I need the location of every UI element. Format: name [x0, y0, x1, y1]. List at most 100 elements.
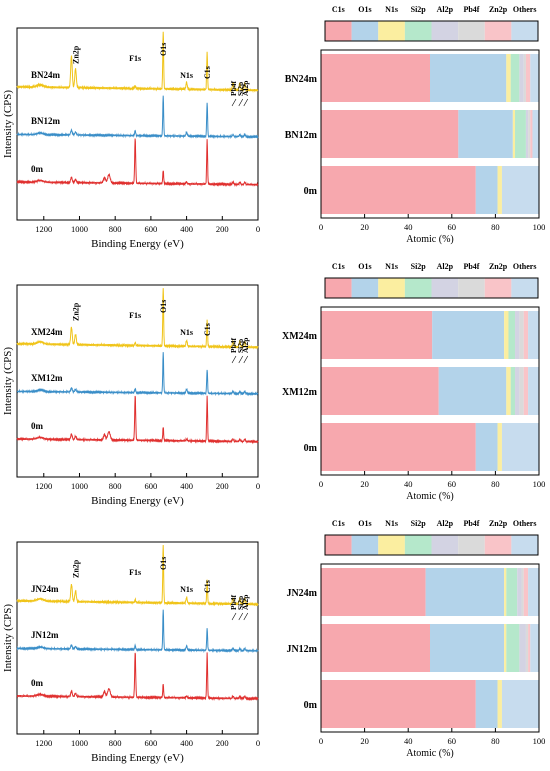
- legend-swatch: [484, 21, 512, 41]
- legend-swatch: [325, 21, 352, 41]
- peak-leader: [231, 355, 237, 364]
- x-tick-label: 600: [145, 481, 158, 491]
- bar-segment: [497, 680, 502, 728]
- bar-segment: [515, 367, 520, 415]
- series-label: JN12m: [31, 630, 59, 640]
- legend-swatch: [378, 278, 405, 298]
- legend-label: Zn2p: [489, 5, 508, 14]
- peak-label: Zn2p: [72, 302, 81, 321]
- x-tick-label: 1000: [71, 224, 88, 234]
- legend-label: Al2p: [437, 262, 454, 271]
- x-tick-label: 60: [448, 222, 457, 232]
- peak-label: Zn2p: [72, 45, 81, 64]
- peak-label: Pb4f: [229, 337, 238, 353]
- x-tick-label: 80: [491, 222, 500, 232]
- bar-segment: [523, 311, 529, 359]
- series-label: JN24m: [31, 584, 59, 594]
- composition-panel: C1s O1s N1s Si2p Al2p Pb4f Zn2p Others BN24m BN12…: [285, 5, 546, 245]
- peak-leader: [243, 355, 249, 364]
- legend-label: C1s: [332, 5, 345, 14]
- legend-swatch: [484, 535, 512, 555]
- spectrum-line: [16, 609, 259, 654]
- peak-leader: [243, 612, 249, 621]
- bar-segment: [504, 568, 507, 616]
- bar-segment: [521, 568, 524, 616]
- bar-segment: [430, 54, 507, 102]
- bar-segment: [519, 311, 524, 359]
- peak-leader: [231, 98, 237, 107]
- bar-segment: [458, 110, 513, 158]
- bar-segment: [510, 54, 520, 102]
- legend-label: Al2p: [437, 519, 454, 528]
- legend-label: Others: [513, 262, 537, 271]
- legend-label: Si2p: [411, 262, 427, 271]
- category-label: JN12m: [286, 644, 317, 655]
- category-label: XM12m: [282, 387, 318, 398]
- peak-label: N1s: [180, 585, 193, 594]
- bar-segment: [321, 110, 459, 158]
- x-axis-label: Atomic (%): [406, 491, 454, 502]
- peak-label: C1s: [203, 66, 212, 79]
- bar-segment: [519, 367, 524, 415]
- x-tick-label: 800: [109, 738, 122, 748]
- x-tick-label: 100: [533, 736, 546, 746]
- x-tick-label: 1200: [35, 481, 52, 491]
- composition-panel: C1s O1s N1s Si2p Al2p Pb4f Zn2p Others XM24m XM12…: [282, 262, 545, 502]
- peak-label: F1s: [129, 311, 141, 320]
- legend-label: Pb4f: [463, 5, 479, 14]
- bar-segment: [515, 110, 526, 158]
- x-tick-label: 200: [216, 224, 229, 234]
- bar-segment: [506, 624, 520, 672]
- x-tick-label: 800: [109, 481, 122, 491]
- x-tick-label: 400: [180, 481, 193, 491]
- x-tick-label: 20: [360, 479, 369, 489]
- legend-swatch: [458, 278, 485, 298]
- spectrum-line: [16, 395, 259, 445]
- peak-leader: [243, 98, 249, 107]
- legend-label: O1s: [358, 262, 371, 271]
- series-label: 0m: [31, 421, 44, 431]
- peak-label: Al2p: [241, 595, 250, 610]
- bar-segment: [517, 568, 522, 616]
- bar-segment: [530, 54, 539, 102]
- category-label: 0m: [304, 700, 318, 711]
- legend-label: Si2p: [411, 519, 427, 528]
- x-tick-label: 80: [491, 736, 500, 746]
- category-label: XM24m: [282, 331, 318, 342]
- spectrum-line: [16, 544, 259, 607]
- peak-label: C1s: [203, 580, 212, 593]
- bar-segment: [528, 568, 539, 616]
- bar-segment: [512, 110, 516, 158]
- legend-label: O1s: [358, 519, 371, 528]
- spectrum-line: [16, 95, 259, 140]
- legend-label: Zn2p: [489, 262, 508, 271]
- x-tick-label: 60: [448, 736, 457, 746]
- bar-segment: [475, 680, 498, 728]
- legend-frame: [324, 534, 539, 556]
- bar-segment: [425, 568, 505, 616]
- plot-frame: [320, 306, 540, 476]
- bar-segment: [501, 166, 539, 214]
- peak-leader: [238, 355, 244, 364]
- legend-label: C1s: [332, 262, 345, 271]
- bar-segment: [475, 166, 498, 214]
- legend-label: Others: [513, 5, 537, 14]
- x-tick-label: 20: [360, 222, 369, 232]
- peak-label: N1s: [180, 71, 193, 80]
- series-label: XM12m: [31, 373, 63, 383]
- x-tick-label: 0: [256, 224, 260, 234]
- peak-label: Si2p: [236, 339, 245, 353]
- bar-segment: [438, 367, 507, 415]
- peak-label: O1s: [159, 557, 168, 570]
- bar-segment: [523, 54, 526, 102]
- bar-segment: [321, 367, 439, 415]
- bar-segment: [321, 568, 426, 616]
- spectrum-line: [17, 352, 259, 397]
- x-tick-label: 400: [180, 738, 193, 748]
- y-axis-label: Intensity (CPS): [2, 90, 14, 158]
- peak-label: F1s: [129, 568, 141, 577]
- legend-label: Zn2p: [489, 519, 508, 528]
- bar-segment: [321, 311, 433, 359]
- category-label: BN12m: [285, 130, 318, 141]
